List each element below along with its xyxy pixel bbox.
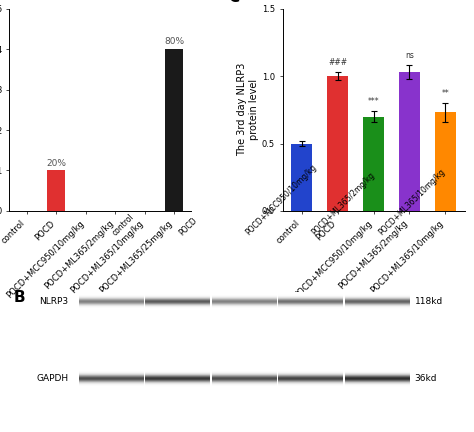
Bar <box>363 117 384 211</box>
Text: ###: ### <box>328 57 347 67</box>
Text: POCD+ML365/10mg/kg: POCD+ML365/10mg/kg <box>377 167 447 237</box>
Text: **: ** <box>442 89 449 98</box>
Text: NLRP3: NLRP3 <box>39 298 69 306</box>
Text: control: control <box>111 212 136 237</box>
Bar <box>291 143 312 211</box>
Text: ns: ns <box>405 51 414 60</box>
Text: B: B <box>14 290 26 305</box>
Text: 118kd: 118kd <box>414 298 443 306</box>
Bar <box>327 76 348 211</box>
Bar <box>399 72 420 211</box>
Text: ***: *** <box>368 97 379 106</box>
Text: 36kd: 36kd <box>414 375 437 383</box>
Text: GAPDH: GAPDH <box>36 375 69 383</box>
Text: POCD+ML365/2mg/kg: POCD+ML365/2mg/kg <box>310 171 377 237</box>
Bar <box>47 171 65 211</box>
Text: 20%: 20% <box>46 159 66 168</box>
Bar <box>435 112 456 211</box>
Text: 80%: 80% <box>164 37 184 46</box>
Text: POCD: POCD <box>177 216 199 237</box>
Text: POCD+MCC950/10mg/kg: POCD+MCC950/10mg/kg <box>244 163 318 237</box>
Bar <box>165 49 183 211</box>
Text: C: C <box>228 0 239 5</box>
Y-axis label: The 3rd day NLRP3
protein level: The 3rd day NLRP3 protein level <box>237 63 259 156</box>
